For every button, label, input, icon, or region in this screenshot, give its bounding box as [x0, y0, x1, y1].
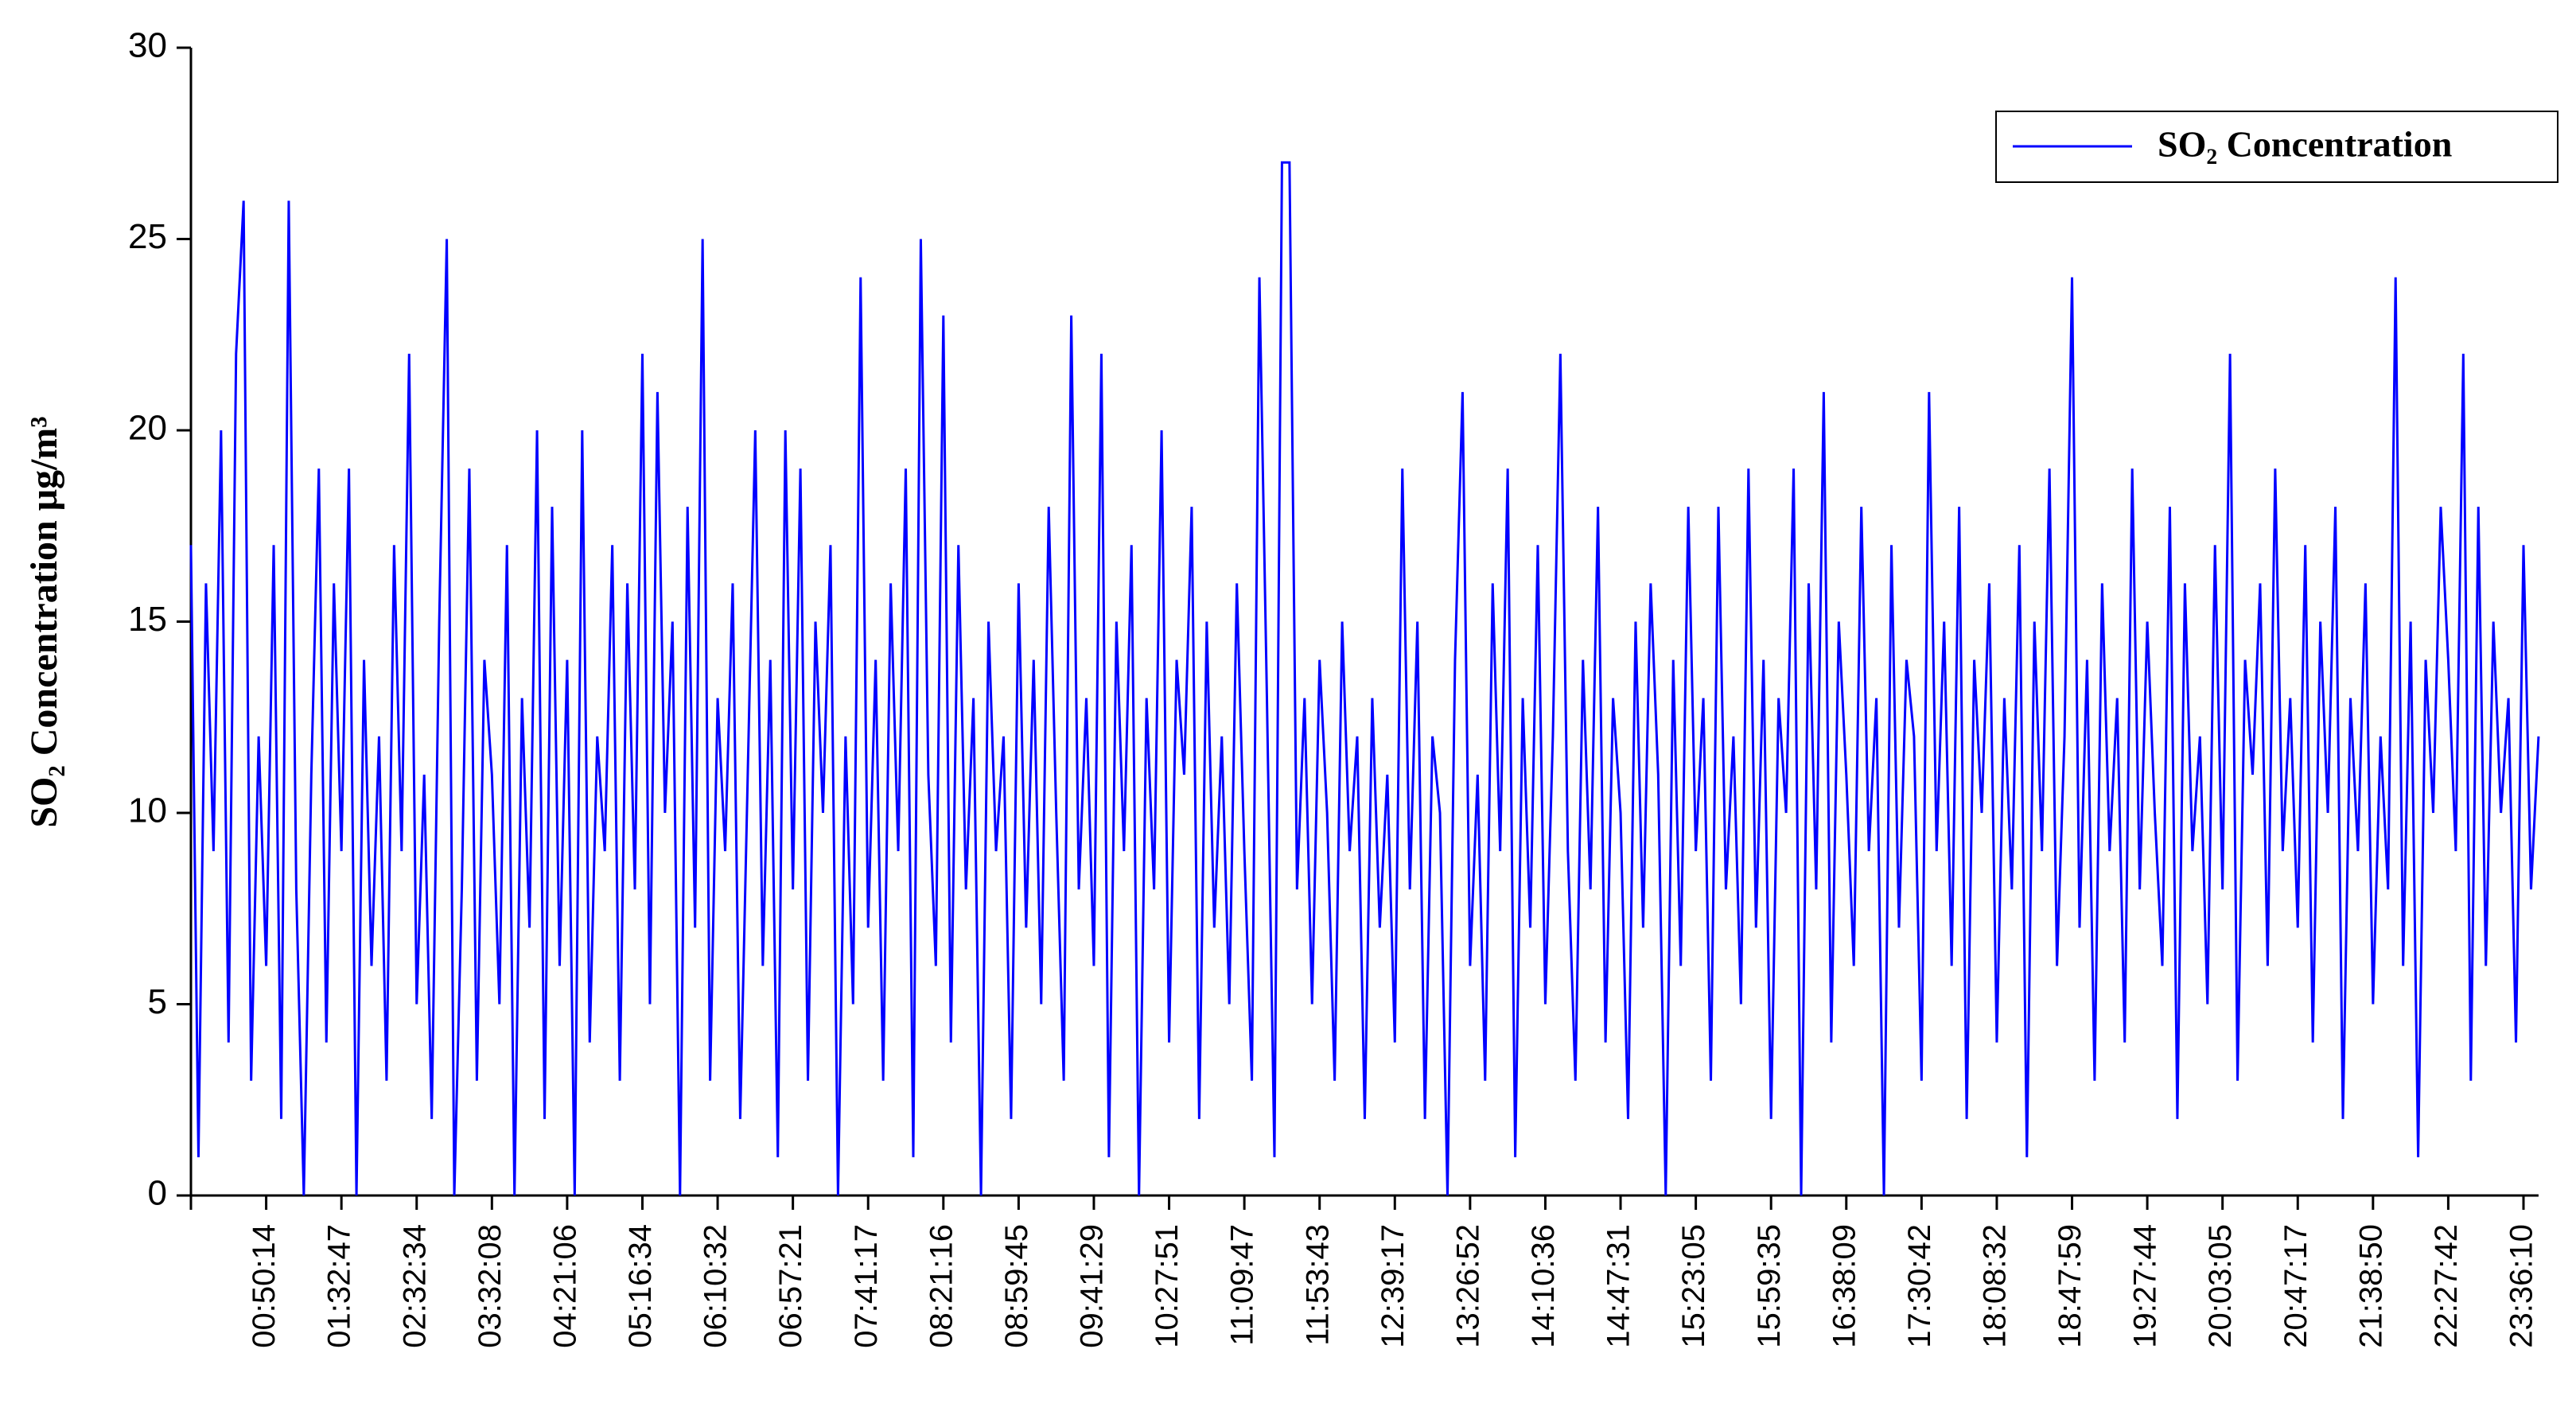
- y-tick-label: 15: [128, 600, 167, 639]
- data-line: [189, 161, 2540, 1196]
- x-tick-label: 18:08:32: [1977, 1224, 2012, 1348]
- x-tick-label: 09:41:29: [1075, 1224, 1110, 1348]
- x-tick-label: 10:27:51: [1150, 1224, 1185, 1348]
- y-tick-label: 10: [128, 791, 167, 830]
- x-tick-label: 18:47:59: [2053, 1224, 2088, 1348]
- x-tick-label: 05:16:34: [623, 1224, 658, 1348]
- x-tick-label: 15:23:05: [1676, 1224, 1711, 1348]
- x-tick-label: 07:41:17: [849, 1224, 884, 1348]
- x-tick-label: 21:38:50: [2353, 1224, 2388, 1348]
- y-axis-label: SO₂ Concentration μg/m³: [23, 416, 65, 827]
- x-tick-label: 08:21:16: [924, 1224, 959, 1348]
- x-tick-label: 11:09:47: [1225, 1224, 1260, 1346]
- x-tick-label: 14:47:31: [1601, 1224, 1636, 1348]
- x-tick-label: 01:32:47: [322, 1224, 357, 1348]
- x-tick-label: 23:36:10: [2504, 1224, 2539, 1348]
- y-tick-label: 0: [148, 1174, 167, 1213]
- x-tick-label: 15:59:35: [1752, 1224, 1787, 1348]
- x-tick-label: 02:32:34: [397, 1224, 432, 1348]
- x-tick-label: 14:10:36: [1526, 1224, 1561, 1348]
- legend-label: SO₂ Concentration: [2158, 124, 2452, 165]
- x-tick-label: 16:38:09: [1827, 1224, 1862, 1348]
- x-tick-label: 20:47:17: [2278, 1224, 2313, 1348]
- x-tick-label: 06:57:21: [773, 1224, 808, 1348]
- y-tick-label: 20: [128, 409, 167, 448]
- x-tick-label: 00:50:14: [247, 1224, 282, 1348]
- y-tick-label: 5: [148, 982, 167, 1021]
- y-tick-label: 30: [128, 26, 167, 65]
- x-tick-label: 11:53:43: [1300, 1224, 1335, 1346]
- y-tick-label: 25: [128, 217, 167, 256]
- x-tick-label: 04:21:06: [547, 1224, 582, 1348]
- x-tick-label: 19:27:44: [2128, 1224, 2163, 1348]
- x-tick-label: 13:26:52: [1450, 1224, 1485, 1348]
- x-tick-label: 03:32:08: [473, 1224, 508, 1348]
- x-tick-label: 06:10:32: [698, 1224, 733, 1348]
- legend: SO₂ Concentration: [1995, 111, 2558, 183]
- x-tick-label: 20:03:05: [2203, 1224, 2238, 1348]
- x-tick-label: 08:59:45: [999, 1224, 1034, 1348]
- x-tick-label: 22:27:42: [2429, 1224, 2464, 1348]
- x-tick-label: 12:39:17: [1376, 1224, 1411, 1348]
- x-tick-label: 17:30:42: [1902, 1224, 1937, 1348]
